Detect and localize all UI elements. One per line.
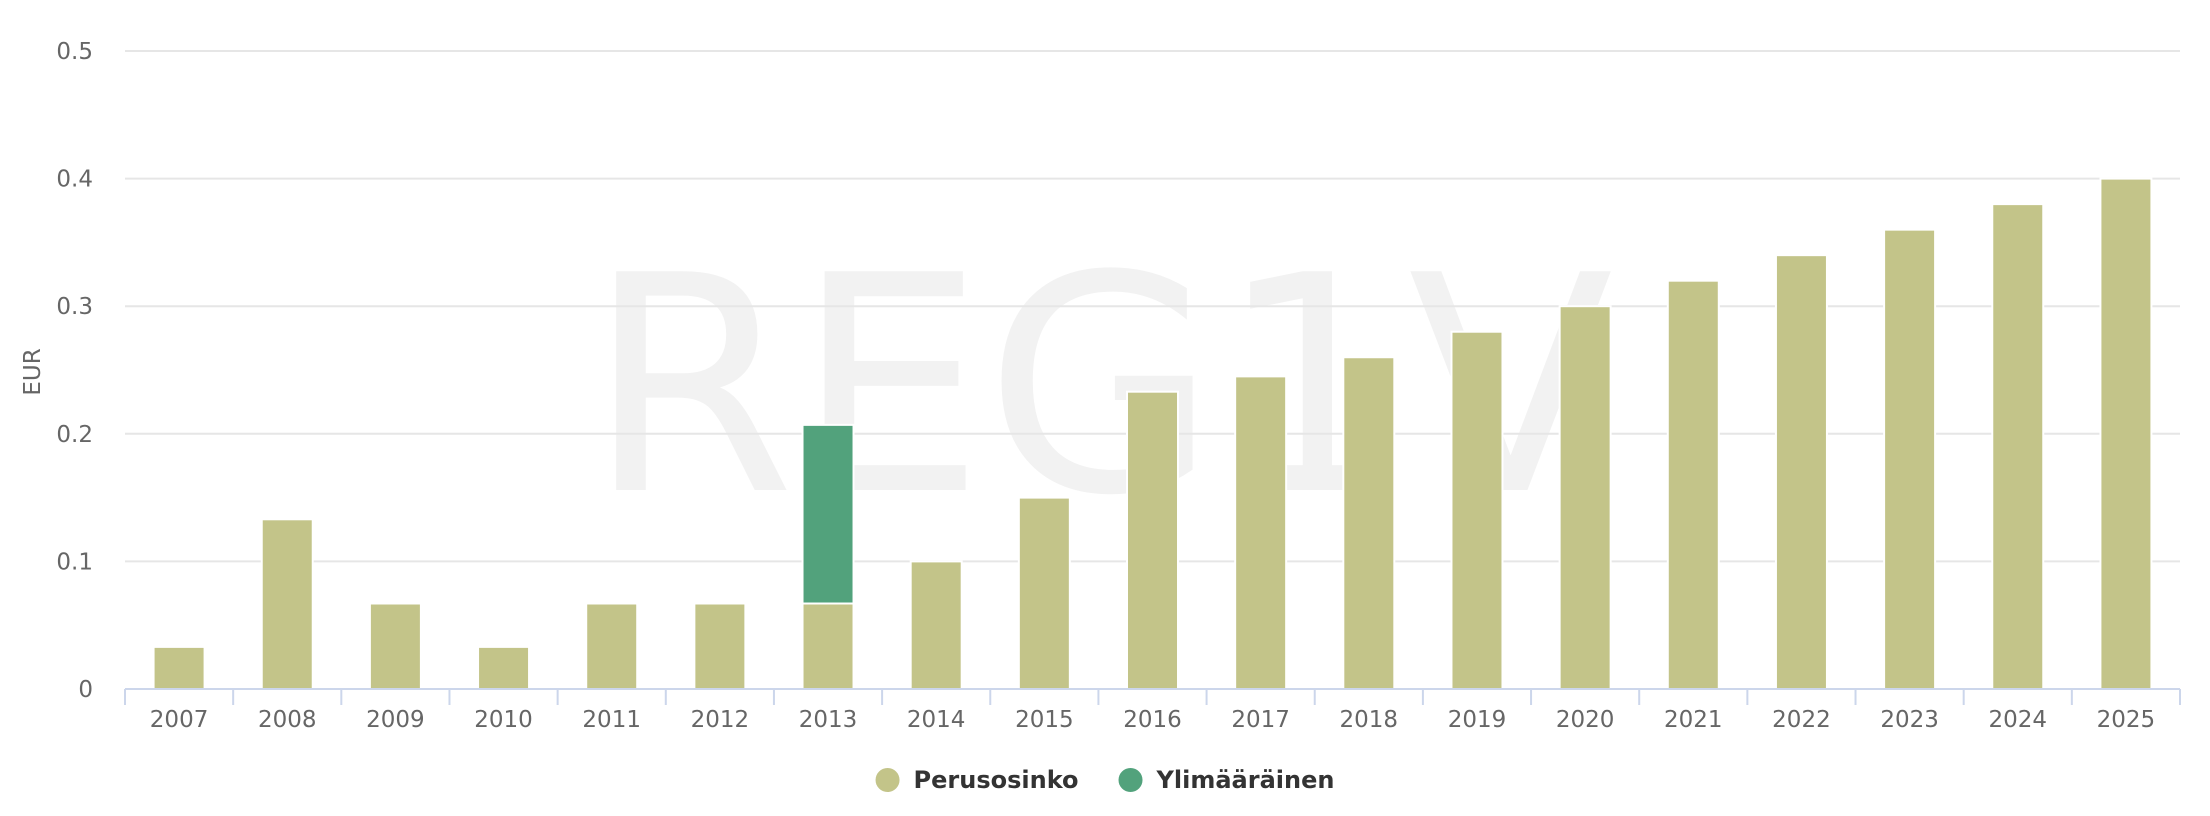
x-tick-label: 2012 bbox=[691, 707, 750, 733]
legend-item-1[interactable]: Perusosinko bbox=[875, 766, 1079, 794]
bars bbox=[152, 177, 2153, 691]
x-tick-label: 2011 bbox=[582, 707, 641, 733]
bar-2024-series-1[interactable] bbox=[1991, 203, 2045, 690]
x-tick-label: 2009 bbox=[366, 707, 425, 733]
x-tick-label: 2008 bbox=[258, 707, 317, 733]
bar-2010-series-1[interactable] bbox=[477, 645, 531, 691]
bar-2009-series-1[interactable] bbox=[368, 602, 422, 690]
x-tick-label: 2010 bbox=[474, 707, 533, 733]
x-tick-label: 2022 bbox=[1772, 707, 1831, 733]
x-axis: 2007 2008 2009 2010 2011 2012 2013 2014 2015 2016… bbox=[124, 688, 2181, 733]
y-tick-label: 0.4 bbox=[56, 167, 93, 193]
bar-2018-series-1[interactable] bbox=[1342, 356, 1396, 690]
x-tick-label: 2015 bbox=[1015, 707, 1074, 733]
y-tick-label: 0.5 bbox=[56, 39, 93, 65]
x-tick-label: 2018 bbox=[1340, 707, 1399, 733]
watermark: REG1V bbox=[587, 212, 1615, 561]
legend-item-2[interactable]: Ylimääräinen bbox=[1118, 766, 1335, 794]
legend: Perusosinko Ylimääräinen bbox=[875, 766, 1335, 794]
bar-2015-series-1[interactable] bbox=[1017, 496, 1071, 690]
bar-2023-series-1[interactable] bbox=[1883, 228, 1937, 690]
x-tick-label: 2013 bbox=[799, 707, 858, 733]
bar-2021-series-1[interactable] bbox=[1666, 279, 1720, 690]
legend-label: Perusosinko bbox=[914, 766, 1079, 794]
x-tick-label: 2007 bbox=[150, 707, 209, 733]
x-tick-label: 2024 bbox=[1988, 707, 2047, 733]
x-tick-label: 2014 bbox=[907, 707, 966, 733]
legend-marker bbox=[875, 768, 900, 792]
y-tick-label: 0.2 bbox=[56, 422, 93, 448]
bar-2007-series-1[interactable] bbox=[152, 645, 206, 691]
bar-2013-series-2[interactable] bbox=[801, 423, 855, 605]
bar-2013-series-1[interactable] bbox=[801, 602, 855, 690]
bar-2017-series-1[interactable] bbox=[1234, 375, 1288, 690]
bar-2014-series-1[interactable] bbox=[909, 560, 963, 691]
legend-marker bbox=[1118, 768, 1143, 792]
bar-2016-series-1[interactable] bbox=[1126, 390, 1179, 690]
bar-2008-series-1[interactable] bbox=[260, 518, 314, 690]
y-axis-title: EUR bbox=[20, 348, 46, 395]
x-tick-label: 2017 bbox=[1231, 707, 1290, 733]
bar-2020-series-1[interactable] bbox=[1558, 305, 1612, 690]
bar-2012-series-1[interactable] bbox=[693, 602, 747, 690]
x-tick-label: 2016 bbox=[1123, 707, 1182, 733]
y-tick-label: 0.1 bbox=[56, 549, 93, 575]
x-tick-label: 2020 bbox=[1556, 707, 1615, 733]
x-tick-label: 2025 bbox=[2097, 707, 2156, 733]
bar-2022-series-1[interactable] bbox=[1774, 254, 1828, 690]
y-axis-ticks: 0 0.1 0.2 0.3 0.4 0.5 bbox=[56, 39, 93, 703]
legend-label: Ylimääräinen bbox=[1156, 766, 1335, 794]
x-tick-label: 2023 bbox=[1880, 707, 1939, 733]
bar-2011-series-1[interactable] bbox=[585, 602, 639, 690]
x-tick-label: 2021 bbox=[1664, 707, 1723, 733]
bar-2025-series-1[interactable] bbox=[2099, 177, 2153, 690]
x-tick-label: 2019 bbox=[1448, 707, 1507, 733]
y-tick-label: 0 bbox=[78, 677, 93, 703]
y-tick-label: 0.3 bbox=[56, 294, 93, 320]
bar-2019-series-1[interactable] bbox=[1450, 330, 1504, 690]
